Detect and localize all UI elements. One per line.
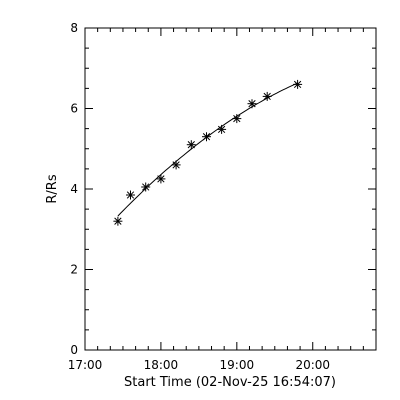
x-tick-label: 17:00 [68,358,103,372]
data-point [156,174,166,184]
data-point [232,114,242,124]
y-tick-label: 6 [70,102,78,116]
data-point [141,182,151,192]
y-axis-label: R/Rs [45,174,60,203]
axis-ticks [84,27,376,351]
data-point [262,91,272,101]
data-point-stroke [202,133,211,141]
data-point-stroke [233,114,241,123]
data-point-stroke [217,125,226,134]
fit-curve [117,82,298,217]
data-point [126,190,135,200]
plot-frame [84,27,377,351]
data-point-stroke [187,141,195,149]
x-tick-label: 19:00 [220,358,255,372]
x-axis-label: Start Time (02-Nov-25 16:54:07) [124,375,336,390]
data-point-stroke [126,191,135,199]
data-point-stroke [293,80,302,89]
y-tick-label: 4 [70,182,78,196]
y-tick-label: 2 [70,263,78,277]
data-point-stroke [172,161,180,169]
data-points [113,79,303,226]
x-tick-label: 18:00 [144,358,179,372]
data-point-stroke [263,92,271,101]
data-point [113,216,123,226]
data-point [186,140,196,150]
data-point-stroke [157,175,165,183]
y-tick-labels: 0 2 4 6 8 [70,21,78,357]
data-point [247,99,257,109]
data-point [217,124,227,134]
data-point [202,132,211,142]
x-tick-label: 20:00 [295,358,330,372]
x-tick-labels: 17:00 18:00 19:00 20:00 [68,358,330,372]
data-point-stroke [114,217,122,225]
data-point-stroke [142,183,150,191]
data-point-stroke [248,100,256,108]
y-tick-label: 0 [70,343,78,357]
data-point [293,79,303,89]
y-tick-label: 8 [70,21,78,35]
data-point [171,160,181,170]
